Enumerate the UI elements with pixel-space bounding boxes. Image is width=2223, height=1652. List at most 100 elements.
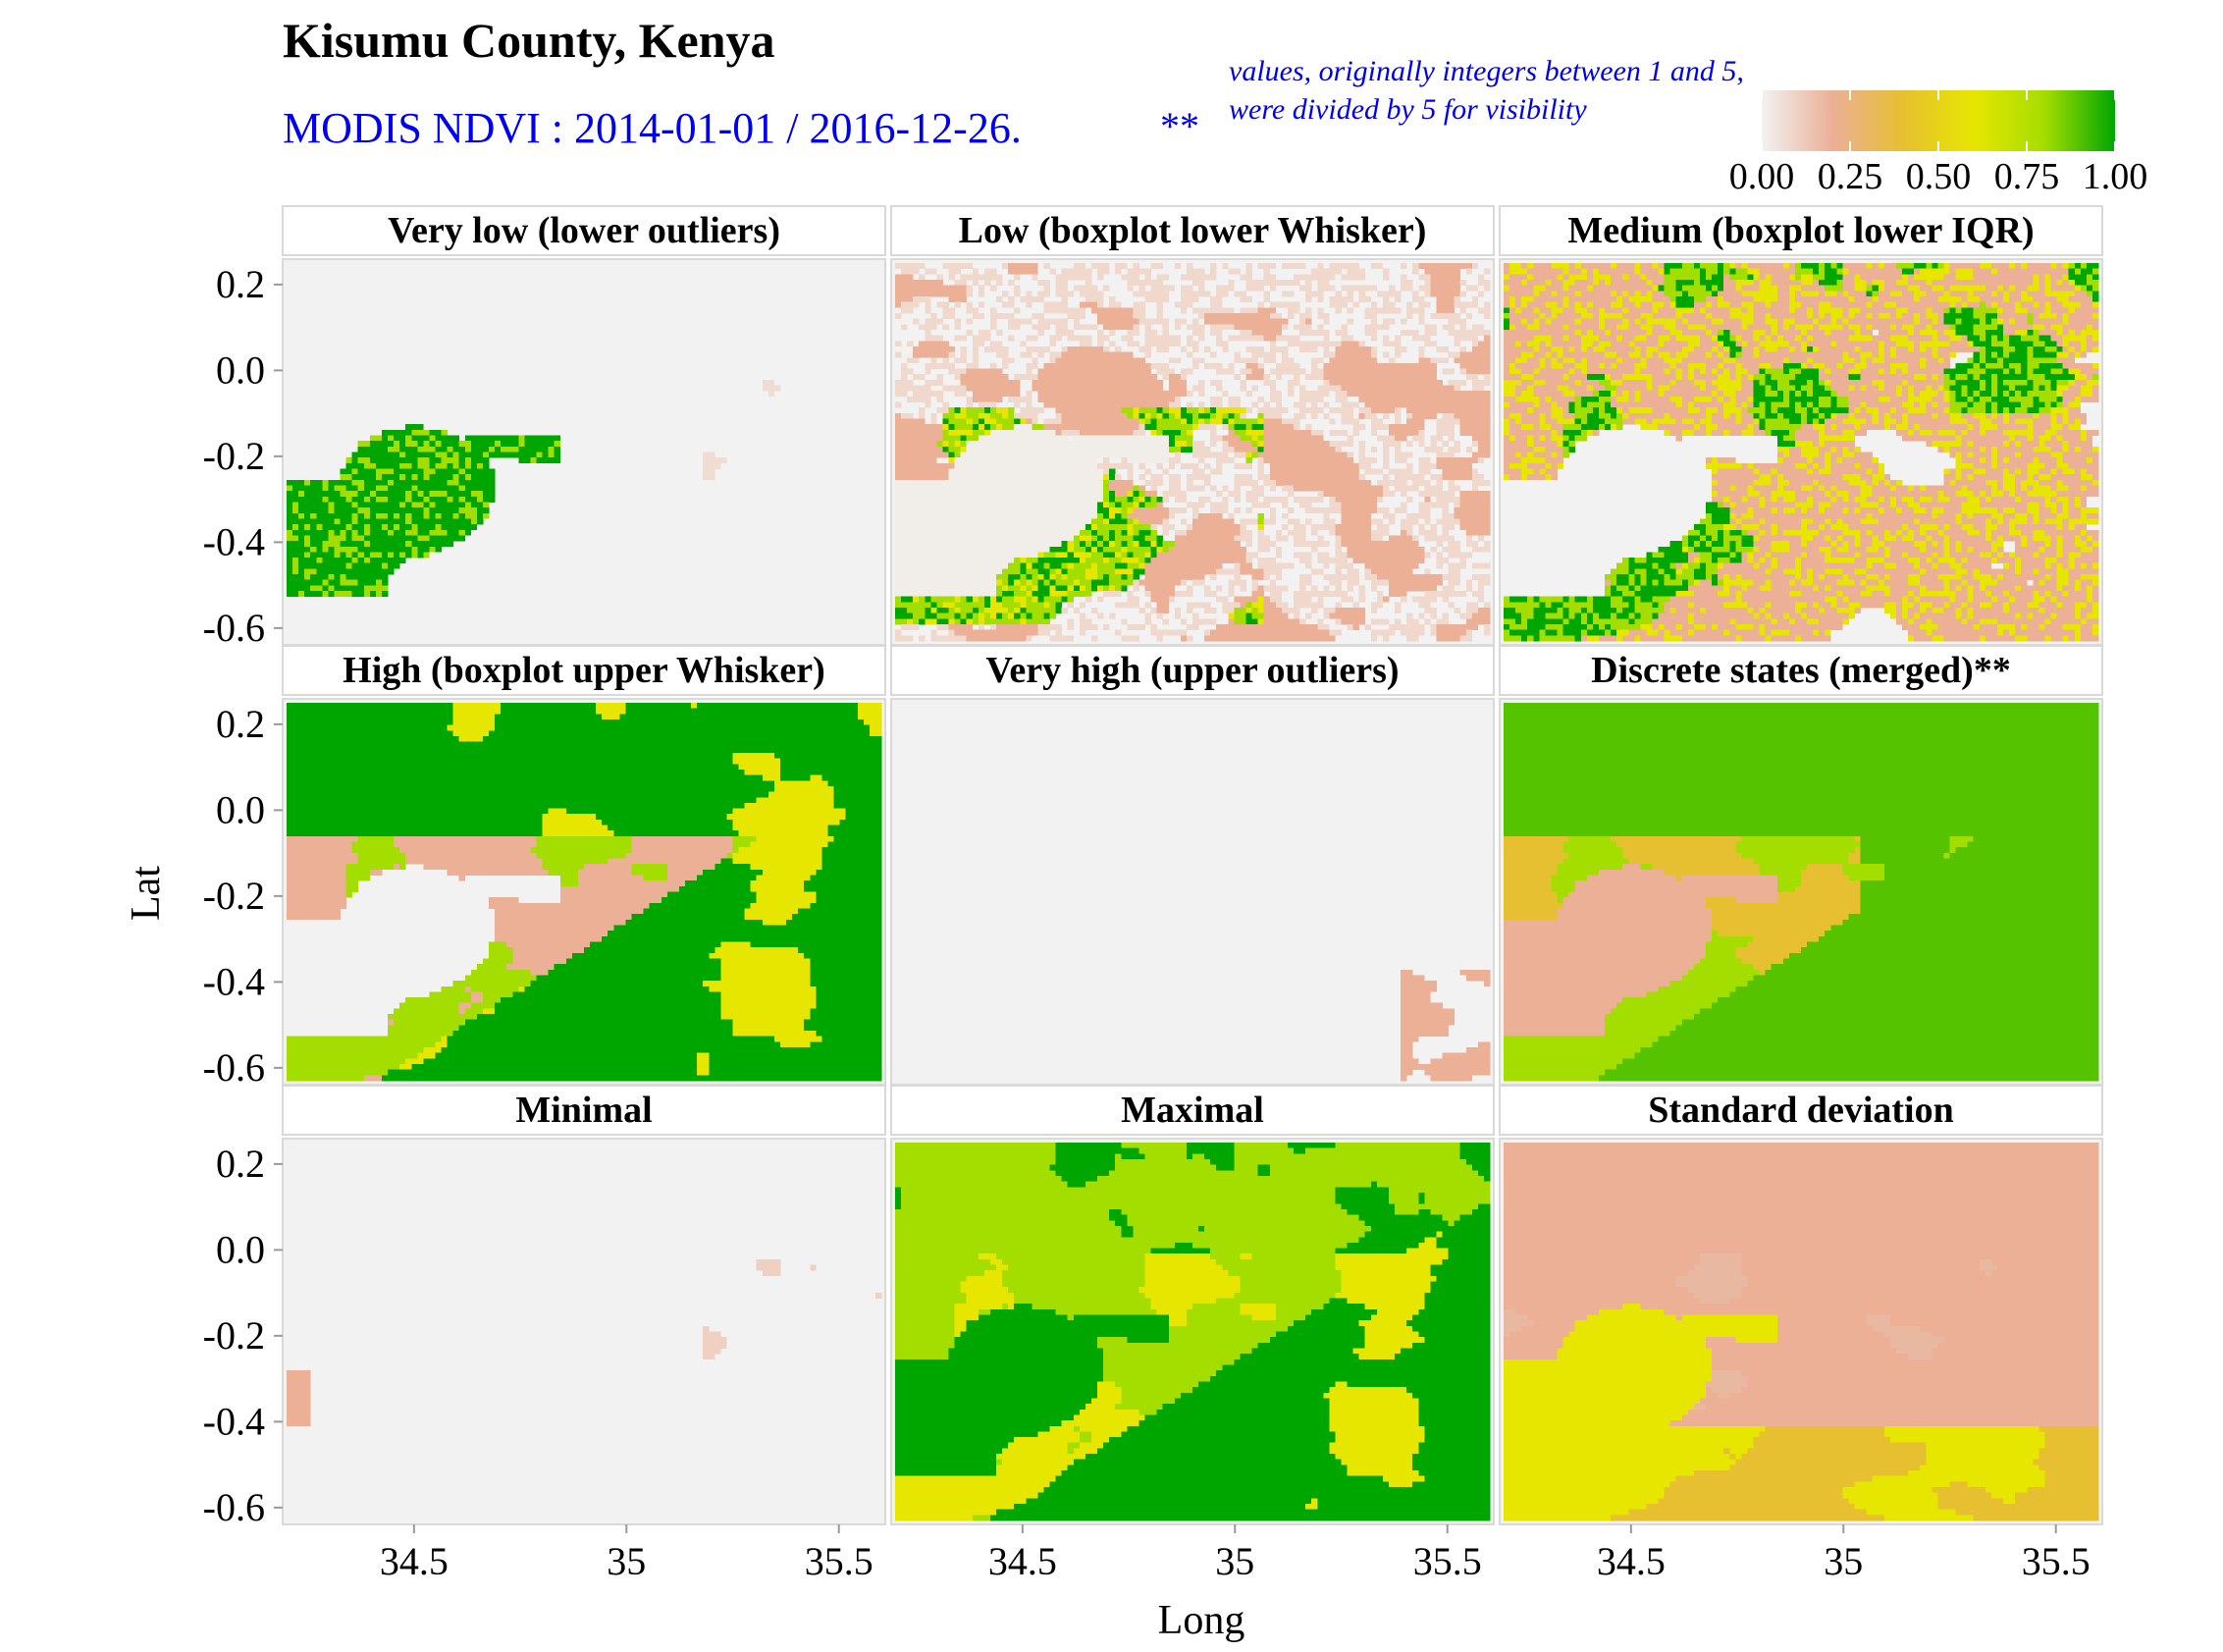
raster-cell <box>411 480 417 486</box>
raster-cell <box>364 480 370 486</box>
raster-cell <box>1323 441 1329 447</box>
raster-cell <box>955 552 961 558</box>
raster-cell <box>1478 330 1484 336</box>
raster-cell <box>1198 291 1204 296</box>
raster-cell <box>1222 541 1228 547</box>
raster-cell <box>1270 324 1276 330</box>
raster-cell <box>1115 541 1121 547</box>
raster-cell <box>930 547 936 553</box>
raster-cell <box>287 507 292 513</box>
raster-cell <box>1460 497 1466 503</box>
raster-cell <box>913 502 919 507</box>
raster-cell <box>1091 307 1097 313</box>
raster-cell <box>1115 374 1121 380</box>
raster-cell <box>1365 374 1371 380</box>
raster-cell <box>1294 468 1299 474</box>
raster-cell <box>990 497 996 503</box>
raster-cell <box>1175 507 1181 513</box>
raster-cell <box>1449 463 1455 469</box>
raster-cell <box>1342 453 1348 458</box>
raster-cell <box>417 457 423 463</box>
raster-cell <box>1335 380 1341 386</box>
raster-cell <box>1436 424 1442 430</box>
raster-cell <box>967 513 973 519</box>
raster-cell <box>979 507 984 513</box>
raster-cell <box>901 453 907 458</box>
raster-cell <box>1216 568 1222 574</box>
raster-cell <box>1103 357 1109 363</box>
raster-cell <box>1359 497 1365 503</box>
raster-cell <box>1234 402 1240 408</box>
raster-cell <box>1050 307 1056 313</box>
raster-cell <box>1115 407 1121 413</box>
raster-cell <box>429 485 435 491</box>
raster-cell <box>1068 524 1074 530</box>
raster-cell <box>352 502 358 507</box>
raster-cell <box>1216 286 1222 292</box>
raster-cell <box>990 374 996 380</box>
raster-cell <box>1109 468 1115 474</box>
raster-cell <box>1204 307 1210 313</box>
raster-cell <box>346 468 352 474</box>
raster-cell <box>1026 497 1032 503</box>
raster-cell <box>465 524 471 530</box>
raster-cell <box>310 507 316 513</box>
raster-cell <box>919 397 925 402</box>
raster-cell <box>1443 524 1449 530</box>
raster-cell <box>1080 346 1085 352</box>
raster-cell <box>322 591 328 597</box>
raster-cell <box>967 468 973 474</box>
raster-cell <box>1192 307 1198 313</box>
raster-cell <box>1401 524 1406 530</box>
raster-cell <box>1401 480 1406 486</box>
raster-cell <box>1472 547 1478 553</box>
raster-cell <box>1443 313 1449 319</box>
raster-cell <box>1311 507 1317 513</box>
raster-cell <box>1234 374 1240 380</box>
raster-cell <box>901 286 907 292</box>
raster-cell <box>1216 302 1222 308</box>
raster-cell <box>1138 369 1144 375</box>
raster-cell <box>436 480 442 486</box>
raster-cell <box>388 568 394 574</box>
raster-cell <box>967 453 973 458</box>
raster-cell <box>322 518 328 524</box>
raster-cell <box>1085 507 1091 513</box>
raster-cell <box>1062 497 1068 503</box>
raster-cell <box>399 547 405 553</box>
raster-cell <box>1430 485 1436 491</box>
raster-cell <box>1002 535 1008 541</box>
raster-cell <box>1311 391 1317 397</box>
raster-cell <box>709 474 715 480</box>
raster-cell <box>1264 502 1270 507</box>
raster-cell <box>1371 535 1377 541</box>
raster-cell <box>913 319 919 325</box>
raster-cell <box>394 513 399 519</box>
raster-cell <box>709 457 715 463</box>
raster-cell <box>382 502 388 507</box>
raster-cell <box>1323 413 1329 419</box>
raster-cell <box>1455 280 1460 286</box>
raster-cell <box>1276 568 1282 574</box>
raster-cell <box>1436 453 1442 458</box>
raster-cell <box>1323 341 1329 346</box>
raster-cell <box>973 380 979 386</box>
raster-cell <box>1157 369 1163 375</box>
raster-cell <box>925 397 930 402</box>
raster-cell <box>1032 324 1037 330</box>
raster-cell <box>1074 497 1080 503</box>
raster-cell <box>1299 530 1305 536</box>
raster-cell <box>1252 357 1258 363</box>
raster-cell <box>1008 558 1014 563</box>
raster-cell <box>936 535 942 541</box>
raster-cell <box>925 547 930 553</box>
raster-cell <box>1138 463 1144 469</box>
raster-cell <box>1068 330 1074 336</box>
raster-cell <box>1050 402 1056 408</box>
raster-cell <box>429 518 435 524</box>
raster-cell <box>1014 463 1020 469</box>
raster-cell <box>1288 313 1294 319</box>
raster-cell <box>936 274 942 280</box>
raster-cell <box>1068 491 1074 497</box>
raster-cell <box>346 574 352 580</box>
